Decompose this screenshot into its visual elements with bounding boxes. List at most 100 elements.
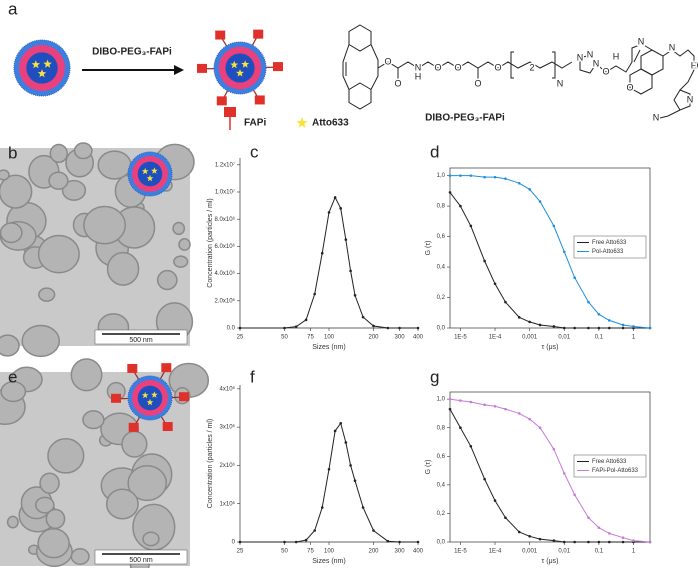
atom-label: O — [384, 56, 391, 66]
particle — [106, 251, 140, 286]
data-point — [313, 292, 316, 296]
y-tick-label: 1.2x10⁷ — [215, 161, 235, 168]
x-tick-label: 25 — [237, 549, 244, 555]
data-point — [587, 300, 590, 304]
data-point — [552, 447, 556, 451]
y-tick-label: 2x10⁶ — [220, 462, 236, 469]
y-tick-label: 0.0 — [227, 326, 236, 332]
y-tick-label: 1x10⁶ — [220, 500, 236, 507]
vesicle-core — [225, 53, 255, 83]
vesicle-core — [26, 52, 58, 84]
particle — [178, 237, 191, 251]
panel-label: e — [8, 367, 17, 386]
legend-label: Free Atto633 — [592, 459, 627, 465]
particle — [105, 488, 139, 520]
y-tick-label: 0,4 — [437, 482, 446, 488]
x-tick-label: 1 — [632, 549, 636, 555]
vesicle-core — [137, 385, 163, 411]
x-tick-label: 400 — [413, 549, 424, 555]
x-tick-label: 50 — [281, 335, 288, 341]
data-point — [459, 204, 462, 208]
atom-label: O — [454, 62, 461, 72]
atom-label: N — [593, 58, 600, 68]
data-point — [538, 323, 542, 327]
data-point — [493, 175, 497, 179]
data-point — [493, 282, 497, 286]
data-point — [349, 269, 352, 273]
legend-label: FAPi-Pol-Atto633 — [592, 468, 639, 474]
atom-label: N — [687, 94, 694, 104]
data-point — [398, 540, 401, 544]
x-tick-label: 200 — [368, 335, 379, 341]
particle — [21, 324, 61, 358]
y-tick-label: 1,0 — [437, 173, 446, 179]
x-tick-label: 0,01 — [558, 549, 570, 555]
y-tick-label: 1,0 — [437, 397, 446, 403]
y-axis-label: Concentration (particles / ml) — [207, 419, 214, 508]
data-point — [483, 175, 486, 179]
data-point — [607, 532, 611, 535]
legend-star — [296, 117, 308, 128]
triazole — [579, 54, 597, 74]
data-point — [333, 429, 337, 433]
fapi — [178, 392, 189, 402]
particle — [121, 430, 148, 458]
data-point — [448, 407, 452, 411]
fapi — [216, 96, 227, 106]
x-tick-label: 1 — [632, 335, 636, 341]
particle — [35, 496, 55, 514]
x-tick-label: 25 — [237, 335, 244, 341]
data-point — [349, 464, 352, 467]
scale-label: 500 nm — [129, 557, 153, 564]
data-point — [573, 326, 576, 330]
y-tick-label: 0,2 — [437, 511, 446, 517]
atom-label: H — [691, 60, 698, 70]
data-point — [344, 238, 348, 241]
particle — [156, 269, 178, 291]
x-tick-label: 0,1 — [595, 335, 604, 341]
fapi — [128, 422, 139, 432]
atom-label: O — [474, 78, 481, 88]
data-point — [573, 493, 576, 497]
fapi — [127, 363, 138, 373]
data-point — [632, 325, 635, 328]
series-line — [449, 408, 650, 543]
data-point — [238, 326, 242, 330]
x-tick-label: 400 — [413, 335, 424, 341]
bond — [633, 49, 641, 63]
data-point — [517, 412, 521, 415]
legend-label: FAPi — [244, 118, 266, 129]
x-tick-label: 100 — [324, 549, 335, 555]
data-point — [504, 516, 507, 520]
arrow-label: DIBO-PEG₃-FAPi — [92, 47, 172, 58]
data-point — [552, 325, 556, 328]
data-point — [607, 326, 611, 330]
legend-label: Pol-Atto633 — [592, 249, 624, 255]
dye-star — [146, 174, 154, 182]
data-point — [528, 417, 531, 421]
y-tick-label: 0,8 — [437, 425, 446, 431]
atom-label: N — [557, 78, 564, 88]
data-point — [597, 540, 601, 544]
data-point — [353, 479, 357, 483]
data-point — [469, 174, 473, 177]
plot-frame — [449, 391, 651, 543]
fapi — [253, 29, 264, 39]
y-tick-label: 0,0 — [437, 540, 446, 546]
data-point — [283, 540, 286, 544]
atom-label: O — [626, 82, 633, 92]
data-point — [448, 397, 452, 401]
y-tick-label: 0,8 — [437, 204, 446, 210]
data-point — [294, 540, 298, 544]
data-point — [621, 323, 625, 327]
data-point — [621, 540, 625, 544]
bond — [342, 44, 350, 90]
data-point — [386, 326, 390, 330]
particle — [83, 205, 126, 245]
particle — [172, 221, 186, 236]
data-point — [416, 540, 420, 544]
particle — [0, 381, 27, 403]
particle — [0, 174, 33, 209]
y-axis-label: G (τ) — [425, 460, 432, 475]
y-tick-label: 0,6 — [437, 234, 446, 240]
